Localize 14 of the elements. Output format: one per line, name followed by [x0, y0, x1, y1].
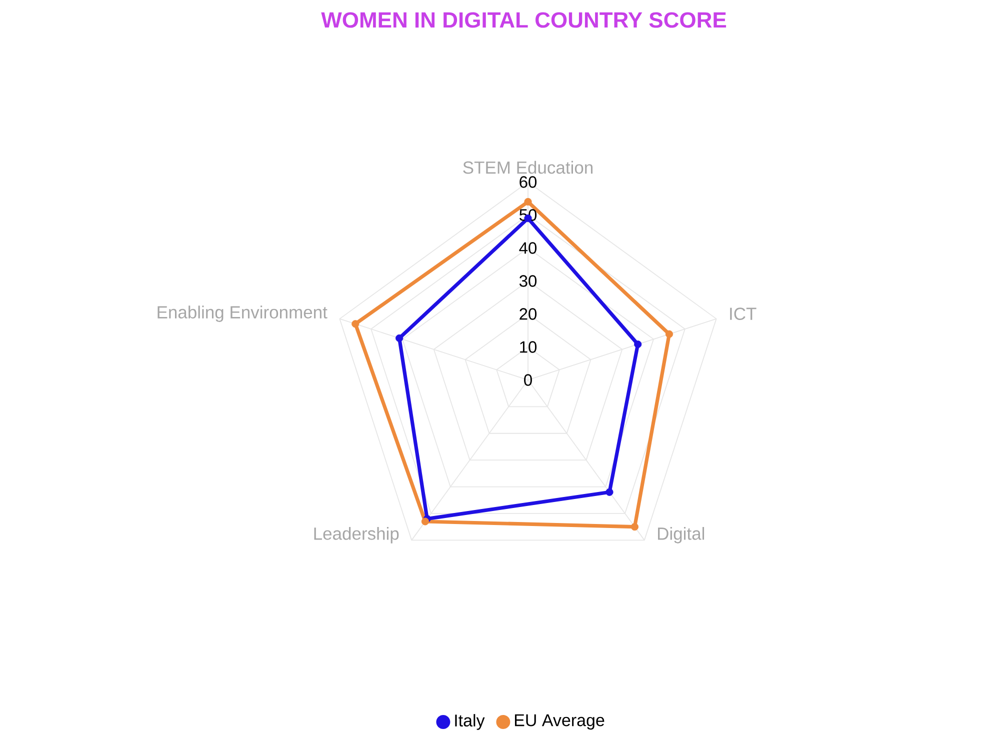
y-tick-label: 60 — [520, 176, 537, 188]
spoke-label: Leadership — [314, 527, 399, 544]
y-tick-label: 40 — [519, 242, 537, 254]
chart-title: WOMEN IN DIGITAL COUNTRY SCORE — [321, 12, 726, 28]
y-tick-label: 30 — [519, 275, 537, 287]
spoke-label: ICT — [730, 308, 756, 320]
y-tick-label: 20 — [520, 308, 537, 320]
spoke-label: STEM Education — [463, 160, 592, 174]
y-tick-label: 10 — [520, 341, 537, 353]
spoke-label: Digital — [658, 527, 704, 544]
spoke-label: Enabling Environment — [158, 306, 328, 322]
legend-label: Italy — [455, 714, 485, 730]
y-tick-label: 0 — [524, 374, 532, 386]
legend-label: EU Average — [514, 714, 604, 730]
